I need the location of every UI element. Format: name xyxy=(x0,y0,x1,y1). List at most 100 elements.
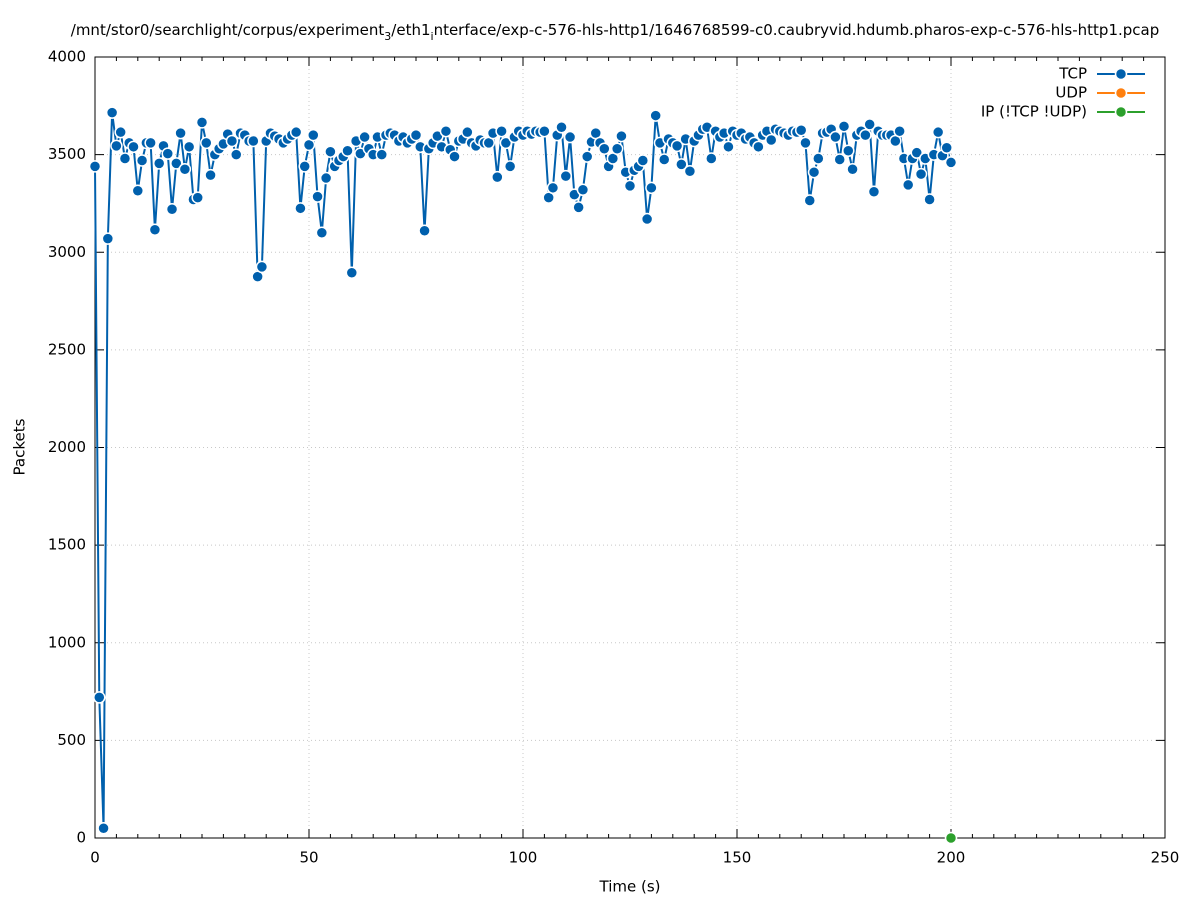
data-point xyxy=(195,116,209,129)
data-point xyxy=(341,144,354,157)
x-tick-label: 100 xyxy=(509,849,538,867)
data-point xyxy=(161,147,175,160)
data-point xyxy=(576,183,590,197)
data-point xyxy=(152,157,166,170)
title-part: i xyxy=(431,30,434,43)
data-point xyxy=(615,129,628,143)
data-point xyxy=(110,139,123,153)
data-point xyxy=(461,125,474,139)
data-point xyxy=(705,152,718,165)
y-tick-label: 2500 xyxy=(48,340,86,358)
data-point xyxy=(931,125,945,139)
data-point xyxy=(859,128,872,142)
data-point xyxy=(636,154,650,167)
data-point xyxy=(289,125,303,139)
data-point xyxy=(324,145,337,158)
x-tick-label: 50 xyxy=(299,849,318,867)
x-axis-label: Time (s) xyxy=(599,878,661,896)
data-point xyxy=(178,163,192,176)
data-point xyxy=(683,164,697,178)
data-point xyxy=(722,140,735,154)
data-point xyxy=(315,226,329,239)
data-point xyxy=(247,134,260,148)
x-tick-label: 150 xyxy=(723,849,752,867)
data-point xyxy=(319,171,333,185)
data-point xyxy=(623,179,637,193)
title-part: nterface/exp-c-576-hls-http1/1646768599-… xyxy=(434,21,1160,39)
data-point xyxy=(165,203,179,216)
data-point xyxy=(794,123,808,137)
data-point xyxy=(101,232,115,245)
data-point xyxy=(418,224,431,238)
data-point xyxy=(752,140,765,154)
data-point xyxy=(88,160,102,173)
data-point xyxy=(307,128,320,142)
y-tick-label: 500 xyxy=(57,731,86,749)
y-tick-label: 4000 xyxy=(48,48,86,66)
data-point xyxy=(893,124,906,138)
data-point xyxy=(764,133,778,147)
y-tick-label: 1500 xyxy=(48,536,86,554)
data-point xyxy=(204,168,217,182)
data-point xyxy=(645,181,658,195)
data-point xyxy=(358,130,371,144)
data-point xyxy=(675,158,688,171)
data-point xyxy=(118,152,132,165)
data-point xyxy=(148,223,162,237)
series-line xyxy=(94,112,952,829)
data-point xyxy=(829,130,842,144)
title-part: 3 xyxy=(384,30,391,43)
data-point xyxy=(657,153,671,166)
data-point xyxy=(640,212,654,226)
x-tick-label: 0 xyxy=(90,849,100,867)
data-point xyxy=(225,134,239,148)
data-point xyxy=(846,163,859,176)
data-point xyxy=(229,148,243,161)
data-point xyxy=(940,141,953,155)
data-point xyxy=(439,124,453,138)
y-tick-label: 2000 xyxy=(48,438,86,456)
data-point xyxy=(294,202,307,215)
data-point xyxy=(944,156,958,169)
data-point xyxy=(901,178,915,192)
y-tick-label: 1000 xyxy=(48,633,86,651)
data-point xyxy=(170,157,183,170)
legend-label: TCP xyxy=(1058,65,1087,83)
data-point xyxy=(812,152,825,165)
legend-marker xyxy=(1114,105,1128,119)
data-point xyxy=(495,124,508,138)
data-point xyxy=(448,150,461,163)
y-tick-label: 0 xyxy=(76,829,86,847)
x-tick-label: 250 xyxy=(1151,849,1180,867)
data-point xyxy=(910,146,924,159)
data-point xyxy=(135,154,149,167)
data-point xyxy=(559,169,573,183)
data-point xyxy=(127,140,140,154)
data-point xyxy=(799,136,812,150)
y-axis-label: Packets xyxy=(11,418,29,475)
title-part: /eth1 xyxy=(391,21,430,39)
data-point xyxy=(863,118,876,131)
data-point xyxy=(200,136,213,150)
data-point xyxy=(375,148,389,161)
data-point xyxy=(807,165,821,179)
legend-marker xyxy=(1114,86,1128,100)
data-point xyxy=(499,136,513,150)
data-point xyxy=(546,181,560,195)
data-point xyxy=(191,191,204,204)
data-point xyxy=(144,136,157,150)
data-point xyxy=(914,167,928,181)
data-point xyxy=(944,831,958,845)
data-point xyxy=(837,120,851,133)
title-part: /mnt/stor0/searchlight/corpus/experiment xyxy=(71,21,385,39)
data-point xyxy=(311,190,324,203)
data-point xyxy=(93,691,106,704)
data-point xyxy=(833,153,846,166)
legend-marker xyxy=(1114,67,1128,81)
plot-frame xyxy=(94,56,1166,839)
data-point xyxy=(345,266,359,280)
data-point xyxy=(598,142,611,156)
data-point xyxy=(298,160,311,173)
